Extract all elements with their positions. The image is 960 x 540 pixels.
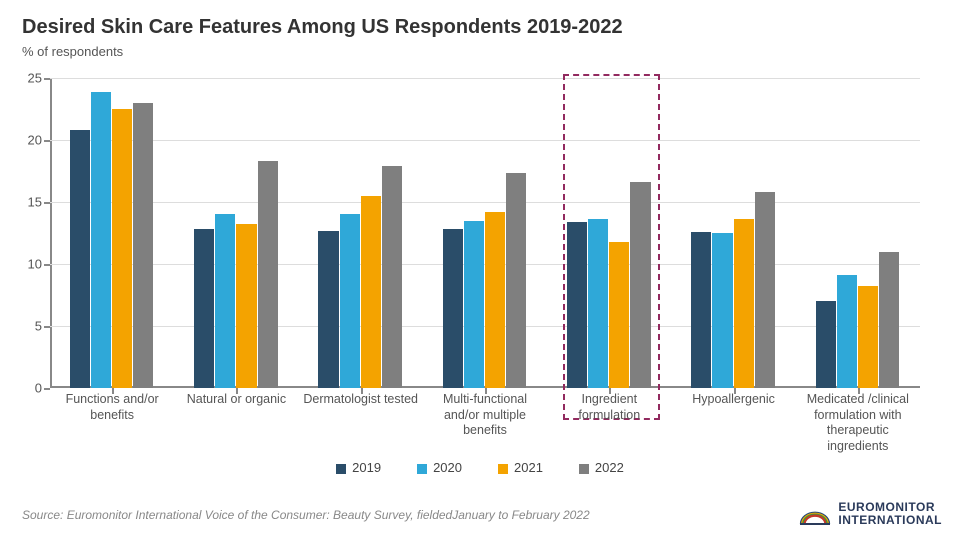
gridline [50, 202, 920, 203]
chart-subtitle: % of respondents [22, 44, 123, 59]
bar [382, 166, 402, 388]
bar [755, 192, 775, 388]
y-tick-label: 15 [28, 195, 50, 210]
category-label: Functions and/or benefits [52, 392, 172, 423]
plot-area: 0510152025 [50, 78, 920, 388]
legend-swatch [579, 464, 589, 474]
y-axis [50, 78, 52, 388]
category-label: Natural or organic [176, 392, 296, 408]
legend-item: 2020 [417, 460, 462, 475]
category-label: Multi-functional and/or multiple benefit… [425, 392, 545, 439]
bar [734, 219, 754, 388]
bar [258, 161, 278, 388]
brand-text: EUROMONITOR INTERNATIONAL [838, 501, 942, 526]
gridline [50, 140, 920, 141]
bar [630, 182, 650, 388]
bar [858, 286, 878, 388]
legend-label: 2021 [514, 460, 543, 475]
bar [506, 173, 526, 388]
brand-line-2: INTERNATIONAL [838, 514, 942, 527]
bar [112, 109, 132, 388]
bar [485, 212, 505, 388]
bar [443, 229, 463, 388]
bar [609, 242, 629, 388]
bar [194, 229, 214, 388]
bar [70, 130, 90, 388]
y-tick-label: 25 [28, 71, 50, 86]
category-labels-row: Functions and/or benefitsNatural or orga… [50, 392, 920, 452]
category-label: Medicated /clinical formulation with the… [798, 392, 918, 455]
source-text: Source: Euromonitor International Voice … [22, 508, 590, 522]
chart-frame: { "chart": { "title": "Desired Skin Care… [0, 0, 960, 540]
globe-icon [798, 500, 832, 528]
bar [837, 275, 857, 388]
legend: 2019 2020 2021 2022 [0, 460, 960, 475]
legend-label: 2022 [595, 460, 624, 475]
y-tick-label: 20 [28, 133, 50, 148]
bar [133, 103, 153, 388]
y-tick-label: 5 [35, 319, 50, 334]
bar [464, 221, 484, 388]
category-label: Ingredient formulation [549, 392, 669, 423]
legend-swatch [417, 464, 427, 474]
bar [236, 224, 256, 388]
legend-swatch [336, 464, 346, 474]
bar [340, 214, 360, 388]
bar [318, 231, 338, 388]
bar [691, 232, 711, 388]
bar [91, 92, 111, 388]
category-label: Hypoallergenic [673, 392, 793, 408]
bar [361, 196, 381, 388]
legend-label: 2020 [433, 460, 462, 475]
y-tick-label: 10 [28, 257, 50, 272]
bar [879, 252, 899, 388]
y-tick-label: 0 [35, 381, 50, 396]
bar [712, 233, 732, 388]
legend-item: 2019 [336, 460, 381, 475]
gridline [50, 78, 920, 79]
legend-item: 2022 [579, 460, 624, 475]
legend-swatch [498, 464, 508, 474]
bar [816, 301, 836, 388]
bar [567, 222, 587, 388]
brand-logo: EUROMONITOR INTERNATIONAL [798, 500, 942, 528]
chart-title: Desired Skin Care Features Among US Resp… [22, 16, 623, 39]
legend-label: 2019 [352, 460, 381, 475]
legend-item: 2021 [498, 460, 543, 475]
bar [215, 214, 235, 388]
category-label: Dermatologist tested [301, 392, 421, 408]
bar [588, 219, 608, 388]
